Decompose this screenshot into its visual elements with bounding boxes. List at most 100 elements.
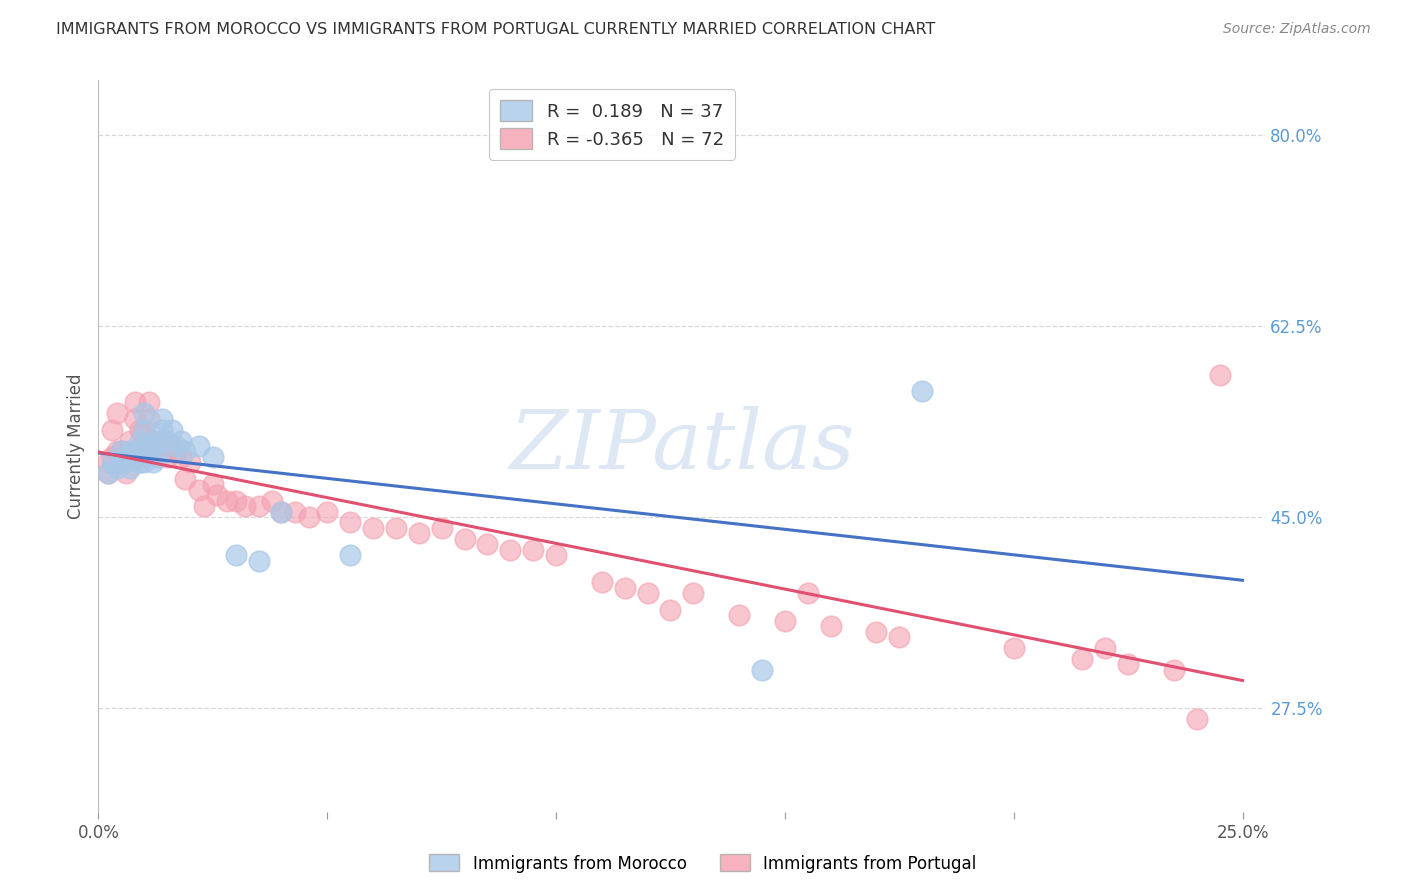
Point [298, 510, 321, 524]
Point [477, 537, 499, 551]
Point [682, 586, 704, 600]
Point [105, 406, 128, 420]
Point [101, 455, 124, 469]
Point [128, 444, 150, 458]
Point [128, 434, 150, 448]
Point [105, 444, 128, 458]
Point [124, 444, 146, 458]
Point [225, 548, 247, 562]
Point [179, 455, 201, 469]
Point [101, 450, 124, 464]
Point [188, 483, 211, 497]
Point [152, 423, 174, 437]
Point [591, 575, 613, 590]
Point [659, 603, 682, 617]
Point [115, 450, 138, 464]
Point [120, 434, 142, 448]
Point [160, 423, 183, 437]
Point [215, 493, 238, 508]
Point [270, 504, 292, 518]
Point [110, 455, 132, 469]
Point [146, 439, 169, 453]
Point [188, 439, 211, 453]
Point [115, 450, 138, 464]
Point [156, 434, 179, 448]
Point [174, 472, 197, 486]
Point [142, 444, 165, 458]
Text: Source: ZipAtlas.com: Source: ZipAtlas.com [1223, 22, 1371, 37]
Point [110, 444, 132, 458]
Point [361, 521, 384, 535]
Point [156, 450, 179, 464]
Point [146, 434, 169, 448]
Point [225, 493, 247, 508]
Point [233, 499, 256, 513]
Point [115, 467, 138, 481]
Point [316, 504, 339, 518]
Legend: Immigrants from Morocco, Immigrants from Portugal: Immigrants from Morocco, Immigrants from… [423, 847, 983, 880]
Point [270, 504, 292, 518]
Point [522, 542, 544, 557]
Point [124, 411, 146, 425]
Point [193, 499, 215, 513]
Point [128, 423, 150, 437]
Point [1185, 712, 1208, 726]
Point [247, 554, 270, 568]
Y-axis label: Currently Married: Currently Married [66, 373, 84, 519]
Point [1163, 663, 1185, 677]
Point [499, 542, 522, 557]
Point [1116, 657, 1139, 672]
Point [911, 384, 934, 399]
Point [820, 619, 842, 633]
Point [453, 532, 475, 546]
Point [170, 434, 193, 448]
Point [797, 586, 820, 600]
Point [284, 504, 307, 518]
Point [138, 395, 160, 409]
Point [134, 423, 156, 437]
Point [751, 663, 773, 677]
Point [120, 460, 142, 475]
Point [201, 450, 224, 464]
Point [201, 477, 224, 491]
Point [134, 455, 156, 469]
Point [138, 444, 160, 458]
Point [773, 614, 796, 628]
Point [120, 444, 142, 458]
Point [637, 586, 659, 600]
Point [128, 455, 150, 469]
Point [156, 439, 179, 453]
Legend: R =  0.189   N = 37, R = -0.365   N = 72: R = 0.189 N = 37, R = -0.365 N = 72 [489, 89, 735, 160]
Point [408, 526, 430, 541]
Point [101, 423, 124, 437]
Point [1071, 652, 1094, 666]
Point [142, 455, 165, 469]
Point [134, 406, 156, 420]
Point [262, 493, 284, 508]
Point [146, 450, 169, 464]
Text: ZIPatlas: ZIPatlas [509, 406, 855, 486]
Point [120, 444, 142, 458]
Point [124, 450, 146, 464]
Point [138, 411, 160, 425]
Point [889, 630, 911, 644]
Point [142, 434, 165, 448]
Point [174, 444, 197, 458]
Point [110, 444, 132, 458]
Point [142, 439, 165, 453]
Point [105, 460, 128, 475]
Point [134, 434, 156, 448]
Point [339, 548, 361, 562]
Point [110, 455, 132, 469]
Point [728, 608, 751, 623]
Point [865, 624, 887, 639]
Point [152, 411, 174, 425]
Point [613, 581, 636, 595]
Point [160, 439, 183, 453]
Point [97, 467, 120, 481]
Point [124, 395, 146, 409]
Point [247, 499, 270, 513]
Point [165, 444, 187, 458]
Point [97, 467, 120, 481]
Text: IMMIGRANTS FROM MOROCCO VS IMMIGRANTS FROM PORTUGAL CURRENTLY MARRIED CORRELATIO: IMMIGRANTS FROM MOROCCO VS IMMIGRANTS FR… [56, 22, 935, 37]
